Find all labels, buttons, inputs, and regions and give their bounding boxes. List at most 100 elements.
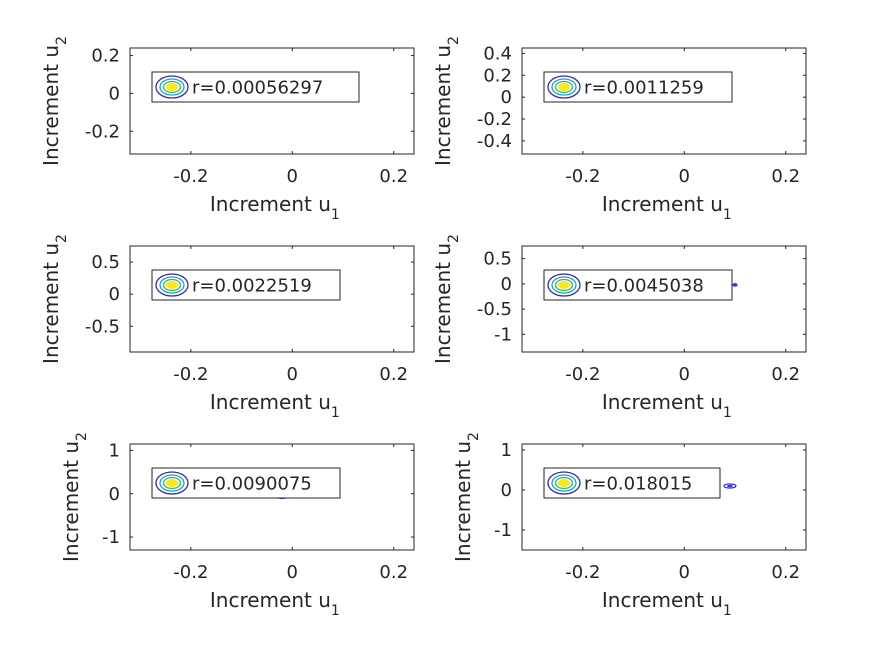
x-tick-label: -0.2 [173,364,208,385]
legend-box [151,269,341,301]
x-tick-label: 0 [287,166,298,187]
data-contour-core [734,283,736,286]
x-tick-label: 0.2 [379,166,408,187]
y-tick-label: 0 [109,484,120,505]
legend-contour-core [558,479,570,487]
legend-contour-icon [547,75,581,99]
legend-contour-icon [547,273,581,297]
data-contour-core [726,485,733,487]
legend-contour-core [558,83,570,91]
y-axis-label-subscript: 2 [74,432,90,441]
legend-box [151,71,360,103]
legend-contour-ring [162,476,182,490]
x-axis-label-subscript: 1 [331,603,340,619]
x-axis-label: Increment u1 [210,588,340,619]
x-tick-label: 0.2 [771,562,800,583]
legend-label: r=0.0090075 [192,474,312,495]
y-tick-label: 0 [501,87,512,108]
data-contour-mark [732,283,738,287]
y-tick-label: -0.2 [477,109,512,130]
y-tick-label: 0 [109,83,120,104]
y-tick-label: -0.4 [477,131,512,152]
y-tick-label: 0 [501,274,512,295]
y-tick-label: 0.5 [483,249,512,270]
y-tick-label: -1 [494,520,512,541]
legend: r=0.00056297 [151,71,360,103]
legend-label: r=0.0045038 [584,276,704,297]
x-tick-label: 0.2 [771,166,800,187]
y-axis-label: Increment u2 [451,432,482,562]
legend-contour-icon [155,75,189,99]
legend-contour-core [166,281,178,289]
legend-contour-ring [554,278,574,292]
legend: r=0.0011259 [543,71,733,103]
data-contour-mark [723,483,737,489]
legend-contour-icon [155,471,189,495]
legend-contour-ring [159,474,185,492]
x-tick-label: -0.2 [565,364,600,385]
legend-box [543,269,733,301]
legend: r=0.0045038 [543,269,733,301]
x-axis-label-subscript: 1 [723,603,732,619]
y-tick-label: 0 [109,284,120,305]
x-tick-label: 0 [679,364,690,385]
x-axis-label-subscript: 1 [331,405,340,421]
y-axis-label: Increment u2 [39,36,70,166]
y-tick-label: 0 [501,480,512,501]
x-tick-label: -0.2 [565,166,600,187]
y-tick-label: -1 [494,324,512,345]
x-tick-label: 0.2 [771,364,800,385]
legend: r=0.018015 [543,467,721,499]
legend-contour-core [558,281,570,289]
x-tick-label: 0.2 [379,562,408,583]
legend-contour-ring [554,80,574,94]
legend-contour-icon [547,471,581,495]
y-tick-label: 0.2 [91,46,120,67]
legend-label: r=0.00056297 [192,78,323,99]
legend-contour-ring [162,278,182,292]
y-axis-label: Increment u2 [431,234,462,364]
panel-6: -0.2 0 0.2 1 0 -1 Increment u1 Increment u2 r=0.… [451,432,807,619]
x-tick-label: -0.2 [173,562,208,583]
y-axis-label: Increment u2 [431,36,462,166]
y-tick-label: -0.5 [85,316,120,337]
panel-4: -0.2 0 0.2 0.5 0 -0.5 -1 Increment u1 Increment … [431,234,807,421]
y-axis-label: Increment u2 [39,234,70,364]
x-axis-label: Increment u1 [210,390,340,421]
y-axis-label-subscript: 2 [446,36,462,45]
x-axis-label: Increment u1 [602,192,732,223]
legend-box [151,467,341,499]
x-axis-label: Increment u1 [210,192,340,223]
y-tick-label: -1 [102,527,120,548]
legend-contour-ring [551,474,577,492]
x-tick-label: -0.2 [173,166,208,187]
x-axis-label: Increment u1 [602,588,732,619]
x-axis-label-subscript: 1 [723,405,732,421]
legend-contour-core [166,479,178,487]
legend: r=0.0090075 [151,467,341,499]
y-axis-label-subscript: 2 [466,432,482,441]
legend-contour-ring [551,78,577,96]
legend-contour-ring [159,276,185,294]
legend-contour-ring [162,80,182,94]
legend-contour-ring [554,476,574,490]
legend-contour-icon [155,273,189,297]
y-tick-label: 0.2 [483,65,512,86]
y-tick-label: 0.5 [91,252,120,273]
x-axis-label-subscript: 1 [331,207,340,223]
y-tick-label: 1 [501,440,512,461]
x-tick-label: 0.2 [379,364,408,385]
y-tick-label: 0.4 [483,43,512,64]
panel-3: -0.2 0 0.2 0.5 0 -0.5 Increment u1 Increment u2… [39,234,415,421]
y-tick-label: -0.2 [85,121,120,142]
x-tick-label: -0.2 [565,562,600,583]
legend-contour-ring [159,78,185,96]
legend-contour-ring [551,276,577,294]
y-tick-label: 1 [109,440,120,461]
legend-contour-core [166,83,178,91]
legend-box [543,467,721,499]
